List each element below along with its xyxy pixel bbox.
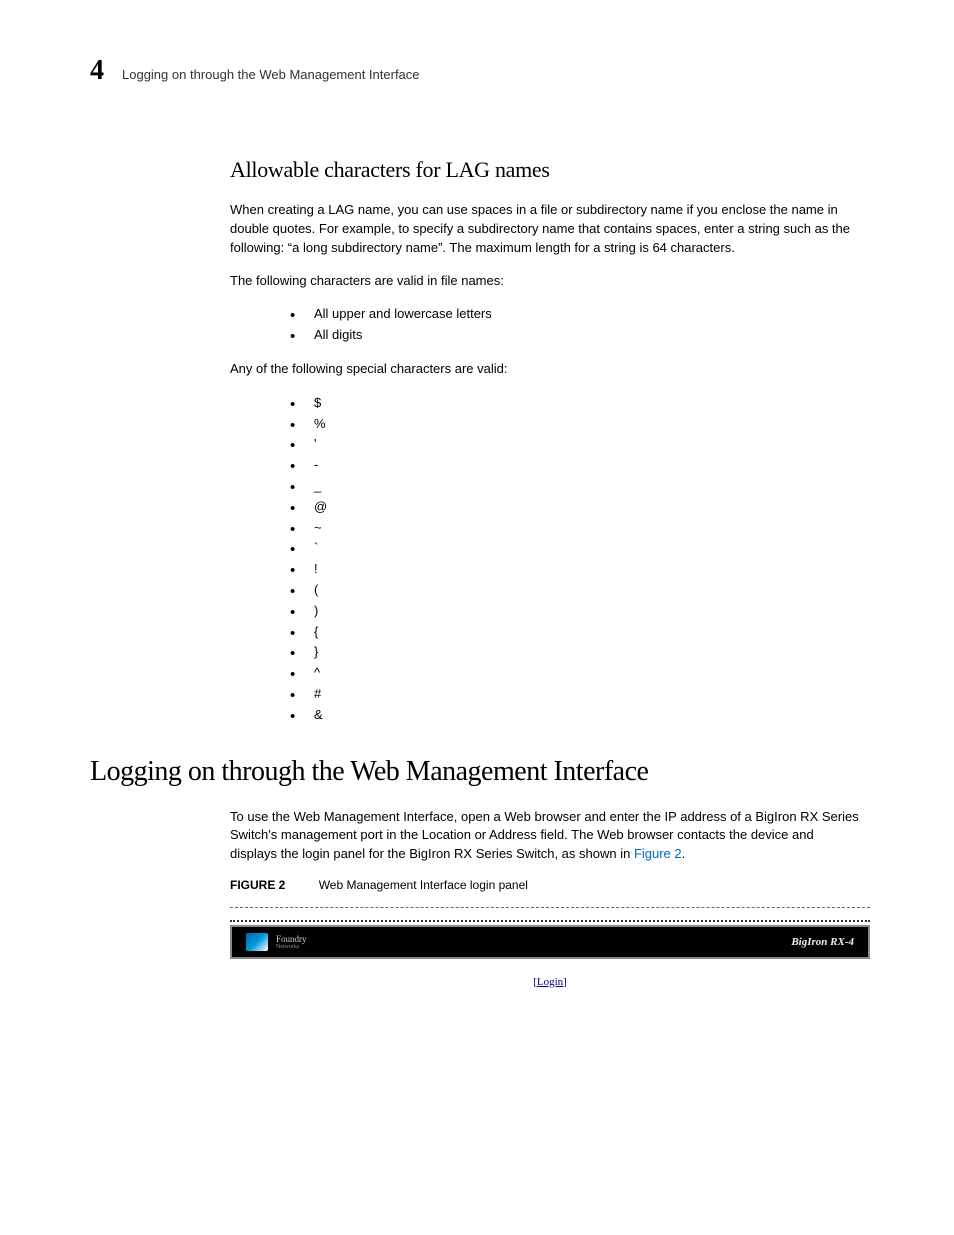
login-panel: Foundry Networks BigIron RX-4 Login	[230, 920, 870, 1004]
header-title: Logging on through the Web Management In…	[122, 67, 420, 82]
figure-container: Foundry Networks BigIron RX-4 Login	[230, 907, 870, 1004]
logo-sub: Networks	[276, 944, 307, 950]
figure-number: FIGURE 2	[230, 878, 285, 892]
section-logging-on: To use the Web Management Interface, ope…	[230, 808, 864, 1005]
list-item: &	[290, 705, 864, 726]
list-item: All upper and lowercase letters	[290, 304, 864, 325]
paragraph: When creating a LAG name, you can use sp…	[230, 201, 864, 258]
list-item: #	[290, 684, 864, 705]
list-item: @	[290, 497, 864, 518]
chapter-number: 4	[90, 55, 104, 87]
paragraph: To use the Web Management Interface, ope…	[230, 808, 864, 865]
sub-heading: Allowable characters for LAG names	[230, 157, 864, 183]
list-item: All digits	[290, 325, 864, 346]
list-item: (	[290, 580, 864, 601]
device-name: BigIron RX-4	[791, 936, 854, 948]
figure-caption: Web Management Interface login panel	[319, 878, 528, 892]
logo-brand: Foundry	[276, 935, 307, 944]
paragraph-text: To use the Web Management Interface, ope…	[230, 809, 859, 862]
list-item: ^	[290, 663, 864, 684]
logo-text-wrap: Foundry Networks	[276, 935, 307, 950]
list-item: )	[290, 601, 864, 622]
figure-link[interactable]: Figure 2	[634, 846, 682, 861]
list-item: $	[290, 393, 864, 414]
list-item: !	[290, 559, 864, 580]
list-item: {	[290, 622, 864, 643]
main-heading: Logging on through the Web Management In…	[90, 756, 864, 788]
logo-area: Foundry Networks	[246, 933, 307, 951]
list-item: %	[290, 414, 864, 435]
paragraph: The following characters are valid in fi…	[230, 272, 864, 291]
paragraph-text: .	[682, 846, 686, 861]
section-allowable-chars: Allowable characters for LAG names When …	[230, 157, 864, 726]
paragraph: Any of the following special characters …	[230, 360, 864, 379]
list-item: '	[290, 434, 864, 455]
special-chars-list: $ % ' - _ @ ~ ` ! ( ) { } ^ # &	[290, 393, 864, 726]
valid-chars-list: All upper and lowercase letters All digi…	[290, 304, 864, 346]
list-item: `	[290, 538, 864, 559]
login-link[interactable]: Login	[533, 976, 567, 988]
list-item: ~	[290, 518, 864, 539]
list-item: }	[290, 642, 864, 663]
login-header-bar: Foundry Networks BigIron RX-4	[230, 925, 870, 959]
page-header: 4 Logging on through the Web Management …	[90, 55, 864, 87]
figure-label: FIGURE 2 Web Management Interface login …	[230, 878, 864, 892]
list-item: -	[290, 455, 864, 476]
login-body: Login	[230, 959, 870, 1004]
logo-icon	[246, 933, 268, 951]
list-item: _	[290, 476, 864, 497]
